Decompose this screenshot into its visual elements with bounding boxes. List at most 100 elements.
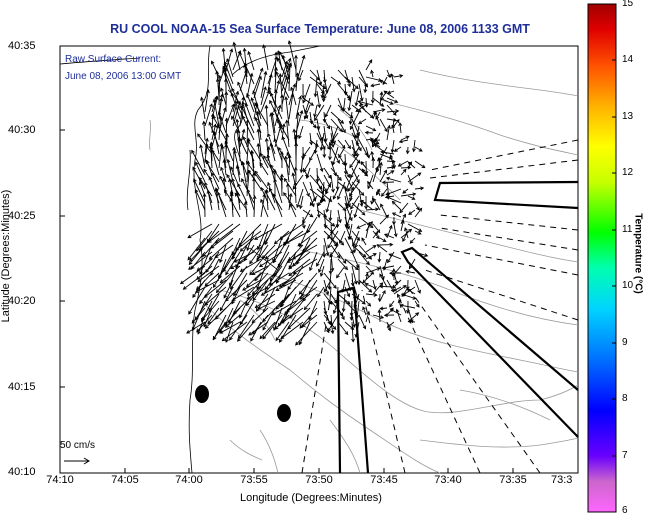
current-vector-head (218, 274, 222, 279)
current-vector (367, 174, 374, 189)
current-vector-head (380, 203, 384, 208)
current-vector (296, 188, 304, 208)
colorbar (587, 3, 617, 513)
current-vector-head (417, 231, 422, 235)
current-vector-head (328, 156, 332, 161)
current-vector (337, 209, 341, 223)
current-vector-head (327, 244, 331, 249)
current-vector-head (386, 196, 391, 200)
current-vector-head (377, 258, 382, 263)
current-vector-head (356, 225, 361, 229)
x-tick-label: 73:35 (499, 474, 527, 486)
current-vector (273, 237, 290, 263)
current-vector (407, 146, 409, 154)
current-vector-head (408, 265, 413, 270)
current-vector-head (251, 319, 256, 324)
current-vector-head (384, 128, 388, 133)
current-vector-head (280, 173, 284, 178)
current-vector (393, 285, 407, 295)
current-vector-head (379, 284, 384, 289)
current-vector (408, 209, 416, 215)
current-vector (273, 307, 283, 331)
current-vector-head (370, 140, 375, 145)
current-vector (386, 170, 394, 176)
current-vector (199, 244, 213, 275)
current-vector-head (235, 129, 240, 134)
current-vector (321, 83, 325, 98)
current-vector-head (269, 142, 274, 147)
current-vector-head (319, 272, 324, 278)
current-vector (199, 286, 213, 304)
current-vector-head (343, 91, 348, 96)
current-vector (372, 282, 383, 295)
current-vector-head (340, 241, 345, 246)
current-vector (270, 92, 283, 120)
current-vector-head (229, 189, 234, 194)
current-vector-head (350, 174, 354, 179)
current-vector-head (369, 224, 374, 229)
current-vector (248, 321, 269, 336)
current-vector (285, 156, 290, 183)
current-vector (252, 90, 262, 120)
current-vector (270, 113, 276, 141)
current-vector-head (245, 302, 250, 307)
current-vector (309, 69, 320, 81)
current-vector-head (254, 102, 258, 107)
current-vector (241, 105, 255, 134)
current-vector-head (226, 158, 231, 163)
current-vector (207, 307, 220, 324)
current-vector-head (402, 285, 407, 289)
current-vector-head (391, 268, 396, 273)
current-vector (203, 307, 213, 327)
current-vector (399, 202, 409, 213)
current-vector-head (305, 174, 310, 179)
current-vector-head (350, 282, 355, 287)
current-vector-head (355, 108, 360, 112)
current-vector-head (327, 286, 332, 291)
current-vector (382, 265, 395, 269)
current-vector-head (264, 104, 269, 109)
current-vector-head (323, 138, 328, 143)
current-vector-head (288, 192, 293, 197)
current-vector-head (346, 225, 351, 230)
current-vector-head (231, 115, 235, 120)
current-vector-head (387, 327, 392, 332)
radar-range-lines (301, 139, 579, 474)
current-vector (351, 132, 362, 151)
current-vector (414, 279, 421, 294)
current-vector (316, 118, 320, 130)
current-vector (382, 76, 388, 85)
current-vector-head (268, 73, 273, 78)
current-vector-head (381, 180, 386, 185)
current-vector-head (326, 145, 331, 151)
current-vector-head (303, 306, 308, 311)
current-vector (316, 153, 323, 172)
current-vector (349, 111, 360, 130)
current-vector-head (250, 97, 255, 102)
current-vector-head (259, 335, 264, 340)
current-vector (262, 300, 283, 322)
current-vector (273, 179, 283, 204)
current-vector (246, 161, 249, 183)
current-vector-head (327, 300, 332, 305)
y-tick-label: 40:30 (8, 124, 36, 136)
y-tick-label: 40:35 (8, 40, 36, 52)
current-vector (344, 167, 350, 178)
current-vector (365, 245, 377, 253)
current-vector-head (362, 306, 366, 311)
current-vector-head (241, 100, 246, 106)
current-vector (330, 237, 338, 247)
current-vector (290, 87, 297, 106)
current-vector (396, 309, 402, 323)
current-vector (277, 119, 290, 141)
current-vector (230, 265, 248, 290)
current-vector-head (235, 90, 240, 95)
current-vector (204, 286, 227, 306)
current-vector-head (370, 150, 375, 155)
current-vector-head (260, 292, 265, 296)
current-vector-head (372, 244, 377, 249)
current-vector-head (252, 195, 257, 200)
current-vector-head (366, 261, 370, 266)
current-vector-head (196, 247, 200, 252)
current-vector (238, 223, 262, 247)
